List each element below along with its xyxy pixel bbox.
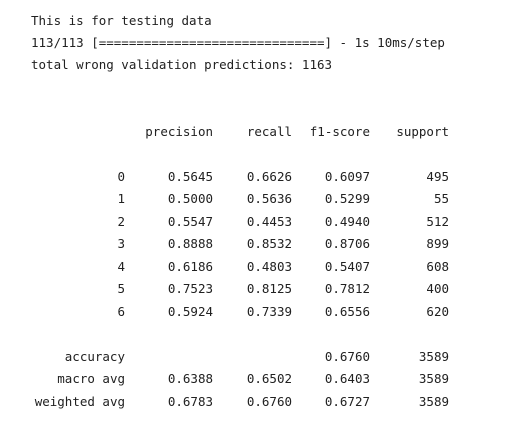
summary-label: weighted avg xyxy=(34,394,125,409)
row-precision: 0.5547 xyxy=(167,214,213,229)
row-label: 2 xyxy=(117,214,125,229)
row-support: 899 xyxy=(426,236,449,251)
row-support: 620 xyxy=(426,304,449,319)
row-f1-score: 0.6556 xyxy=(324,304,370,319)
header-f1-score: f1-score xyxy=(309,124,370,139)
header-precision: precision xyxy=(145,124,213,139)
row-f1-score: 0.5407 xyxy=(324,259,370,274)
row-f1-score: 0.6097 xyxy=(324,169,370,184)
row-support: 608 xyxy=(426,259,449,274)
row-precision: 0.5924 xyxy=(167,304,213,319)
row-label: 4 xyxy=(117,259,125,274)
summary-recall: 0.6760 xyxy=(246,394,292,409)
row-recall: 0.8532 xyxy=(246,236,292,251)
row-f1-score: 0.8706 xyxy=(324,236,370,251)
row-support: 55 xyxy=(433,191,449,206)
summary-f1-score: 0.6727 xyxy=(324,394,370,409)
status-line: This is for testing data xyxy=(31,13,212,28)
row-support: 495 xyxy=(426,169,449,184)
row-recall: 0.6626 xyxy=(246,169,292,184)
row-label: 5 xyxy=(117,281,125,296)
header-support: support xyxy=(396,124,449,139)
row-precision: 0.5645 xyxy=(167,169,213,184)
wrong-predictions-line: total wrong validation predictions: 1163 xyxy=(31,57,333,72)
progress-line: 113/113 [==============================]… xyxy=(31,35,445,50)
summary-precision: 0.6388 xyxy=(167,371,213,386)
row-f1-score: 0.4940 xyxy=(324,214,370,229)
row-recall: 0.4453 xyxy=(246,214,292,229)
row-recall: 0.5636 xyxy=(246,191,292,206)
row-support: 400 xyxy=(426,281,449,296)
row-precision: 0.6186 xyxy=(167,259,213,274)
summary-f1-score: 0.6760 xyxy=(324,349,370,364)
row-recall: 0.7339 xyxy=(246,304,292,319)
row-precision: 0.7523 xyxy=(167,281,213,296)
summary-label: accuracy xyxy=(64,349,125,364)
row-precision: 0.8888 xyxy=(167,236,213,251)
summary-support: 3589 xyxy=(418,371,449,386)
row-label: 0 xyxy=(117,169,125,184)
row-label: 1 xyxy=(117,191,125,206)
summary-f1-score: 0.6403 xyxy=(324,371,370,386)
summary-precision: 0.6783 xyxy=(167,394,213,409)
row-precision: 0.5000 xyxy=(167,191,213,206)
summary-recall: 0.6502 xyxy=(246,371,292,386)
summary-support: 3589 xyxy=(418,394,449,409)
summary-label: macro avg xyxy=(57,371,125,386)
row-recall: 0.8125 xyxy=(246,281,292,296)
row-label: 6 xyxy=(117,304,125,319)
row-recall: 0.4803 xyxy=(246,259,292,274)
row-f1-score: 0.5299 xyxy=(324,191,370,206)
header-recall: recall xyxy=(246,124,292,139)
row-label: 3 xyxy=(117,236,125,251)
row-support: 512 xyxy=(426,214,449,229)
summary-support: 3589 xyxy=(418,349,449,364)
row-f1-score: 0.7812 xyxy=(324,281,370,296)
